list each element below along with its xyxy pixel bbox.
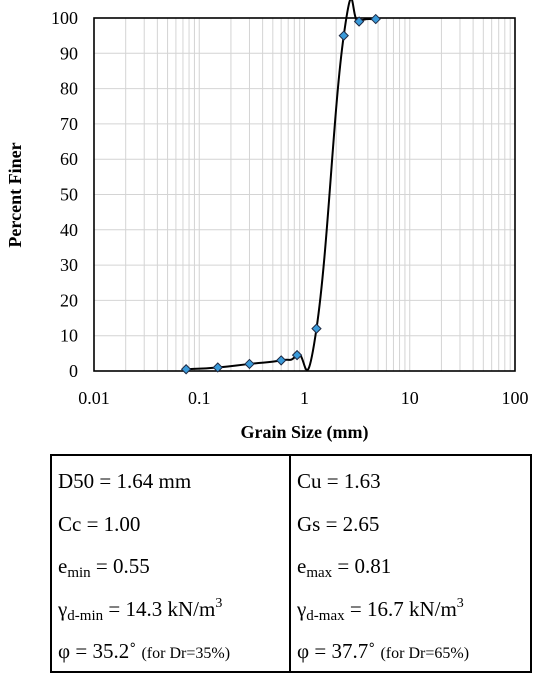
x-tick-label: 100 — [502, 388, 529, 408]
gradation-curve — [186, 0, 376, 372]
x-tick-label: 1 — [300, 388, 309, 408]
cc-value: Cc = 1.00 — [58, 511, 141, 536]
y-tick-label: 20 — [60, 290, 78, 310]
soil-properties-table: D50 = 1.64 mm Cc = 1.00 emin = 0.55 γd-m… — [50, 454, 532, 673]
phi-dr65-value: φ = 37.7˚ (for Dr=65%) — [297, 639, 470, 663]
data-point-marker — [291, 349, 303, 361]
data-point-marker — [353, 16, 365, 27]
x-tick-label: 0.01 — [78, 388, 110, 408]
data-point-marker — [275, 355, 287, 366]
x-axis-title: Grain Size (mm) — [241, 422, 369, 443]
properties-right-column: Cu = 1.63 Gs = 2.65 emax = 0.81 γd-max =… — [291, 456, 530, 671]
y-tick-label: 60 — [60, 149, 78, 169]
gamma-d-max-value: γd-max = 16.7 kN/m3 — [297, 595, 464, 624]
y-tick-label: 0 — [69, 361, 78, 381]
grid — [94, 18, 515, 371]
phi-dr35-value: φ = 35.2˚ (for Dr=35%) — [58, 639, 231, 663]
y-tick-label: 40 — [60, 220, 78, 240]
e-max-value: emax = 0.81 — [297, 554, 392, 581]
y-tick-label: 50 — [60, 185, 78, 205]
x-tick-label: 10 — [401, 388, 419, 408]
data-point-marker — [311, 323, 322, 334]
d50-value: D50 = 1.64 mm — [58, 469, 192, 493]
data-point-marker — [212, 362, 223, 373]
data-point-marker — [370, 13, 381, 25]
properties-left-column: D50 = 1.64 mm Cc = 1.00 emin = 0.55 γd-m… — [52, 456, 291, 671]
y-tick-label: 100 — [51, 8, 78, 28]
gamma-d-min-value: γd-min = 14.3 kN/m3 — [58, 595, 223, 624]
y-axis-title: Percent Finer — [5, 142, 25, 247]
cu-value: Cu = 1.63 — [297, 469, 381, 493]
y-tick-label: 90 — [60, 43, 78, 63]
x-tick-labels: 0.01 0.1 1 10 100 — [78, 388, 528, 408]
data-points — [180, 13, 381, 375]
data-point-marker — [338, 30, 349, 41]
x-tick-label: 0.1 — [188, 388, 211, 408]
e-min-value: emin = 0.55 — [58, 554, 150, 581]
plot-frame — [93, 17, 516, 372]
gs-value: Gs = 2.65 — [297, 511, 380, 536]
y-tick-label: 70 — [60, 114, 78, 134]
y-tick-labels: 0 10 20 30 40 50 60 70 80 90 100 — [51, 8, 78, 381]
y-tick-label: 30 — [60, 255, 78, 275]
y-tick-label: 80 — [60, 79, 78, 99]
data-point-marker — [180, 364, 192, 375]
grain-size-chart: 0 10 20 30 40 50 60 70 80 90 100 0.01 0.1 1 10 100 Gra… — [5, 0, 529, 443]
data-point-marker — [244, 358, 255, 370]
y-tick-label: 10 — [60, 326, 78, 346]
